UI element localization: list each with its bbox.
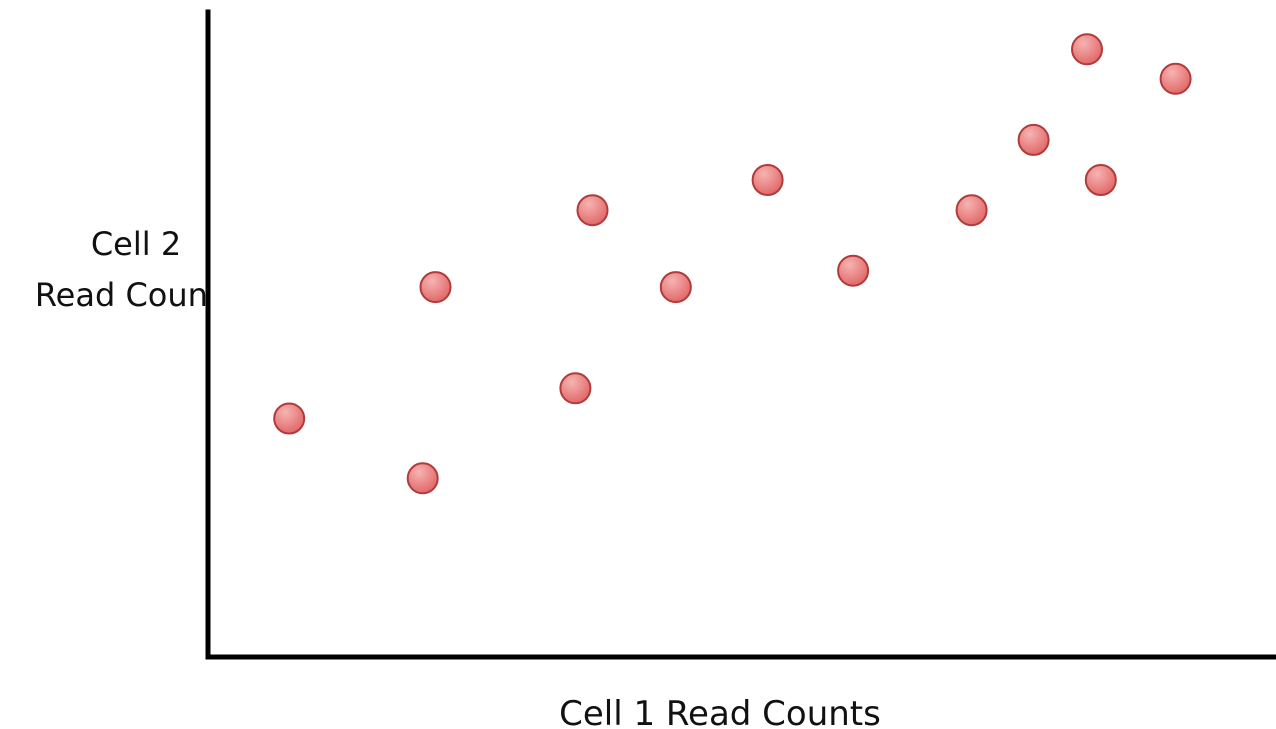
data-point-3 [419,271,452,304]
data-point-9 [955,194,988,227]
data-point-7 [751,164,784,196]
data-point-13 [1159,62,1192,95]
data-point-10 [1017,123,1050,156]
data-point-1 [273,402,306,435]
y-axis-label-line-2: Read Counts [35,276,237,314]
data-point-4 [559,372,592,405]
data-point-2 [406,462,439,495]
y-axis-label-line-1: Cell 2 [91,225,181,263]
data-point-5 [576,194,609,227]
data-point-12 [1084,164,1117,196]
data-point-11 [1071,33,1103,66]
data-point-8 [837,254,870,287]
x-axis-label: Cell 1 Read Counts [559,694,881,729]
data-points [273,33,1192,495]
plot-area [208,0,1276,657]
data-point-6 [659,271,692,304]
